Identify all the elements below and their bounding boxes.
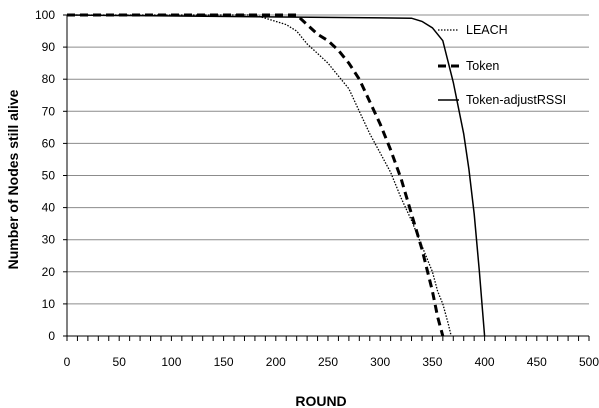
x-tick-label-350: 350: [422, 355, 442, 369]
y-tick-label-90: 90: [42, 40, 56, 54]
grid-lines: [67, 14, 589, 305]
x-tick-label-450: 450: [527, 355, 547, 369]
series-line-token-adjustrssi: [66, 14, 486, 337]
y-tick-label-60: 60: [42, 136, 56, 150]
x-tick-label-400: 400: [475, 355, 495, 369]
legend-label-leach: LEACH: [466, 23, 508, 37]
x-tick-label-0: 0: [64, 355, 71, 369]
x-axis-title: ROUND: [295, 393, 346, 408]
x-tick-label-250: 250: [318, 355, 338, 369]
y-tick-label-30: 30: [42, 233, 56, 247]
legend-label-token: Token: [466, 59, 499, 73]
x-tick-label-300: 300: [370, 355, 390, 369]
y-tick-label-80: 80: [42, 72, 56, 86]
series-line-leach: [67, 14, 452, 337]
legend-label-token-adjustrssi: Token-adjustRSSI: [466, 93, 566, 107]
x-tick-label-200: 200: [266, 355, 286, 369]
series-line-token: [67, 13, 445, 337]
x-tick-label-500: 500: [579, 355, 599, 369]
y-tick-label-0: 0: [48, 329, 55, 343]
x-tick-label-50: 50: [113, 355, 127, 369]
y-tick-label-20: 20: [42, 265, 56, 279]
y-tick-label-10: 10: [42, 297, 56, 311]
y-tick-label-100: 100: [35, 8, 55, 22]
x-tick-label-150: 150: [214, 355, 234, 369]
x-tick-label-100: 100: [161, 355, 181, 369]
y-axis-title: Number of Nodes still alive: [5, 89, 21, 269]
legend: LEACH Token Token-adjustRSSI: [438, 23, 566, 107]
y-tick-label-40: 40: [42, 201, 56, 215]
series-lines: [66, 13, 486, 337]
y-axis-ticks: 0 10 20 30 40 50 60 70 80 90 100: [35, 8, 67, 343]
y-tick-label-70: 70: [42, 104, 56, 118]
x-axis-ticks: 0 50 100 150 200 250 300 350 400 450 500: [64, 336, 599, 369]
y-tick-label-50: 50: [42, 169, 56, 183]
